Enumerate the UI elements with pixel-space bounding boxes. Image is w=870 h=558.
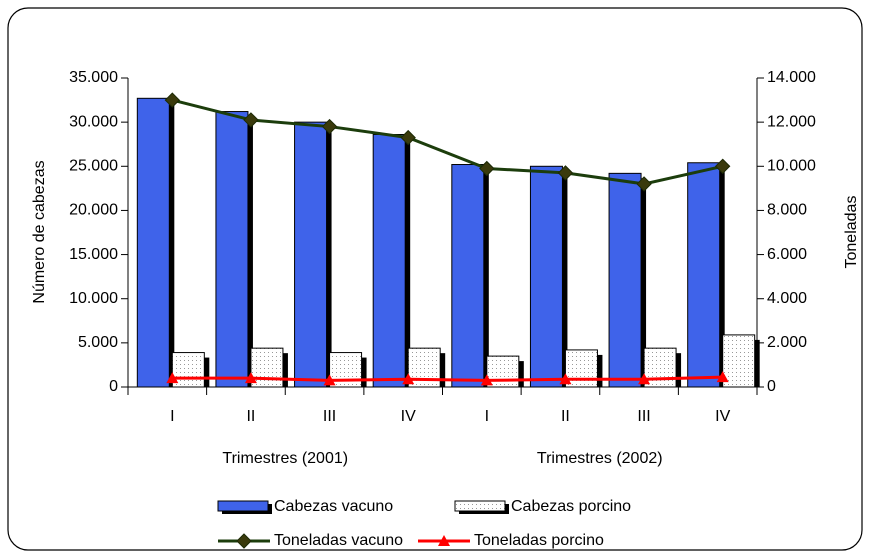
line-marker [559, 373, 572, 385]
line-marker [323, 374, 336, 386]
line-marker [479, 160, 495, 177]
x-tick-label: I [485, 408, 489, 425]
y2-tick-label: 6.000 [767, 246, 807, 263]
legend-label: Toneladas vacuno [274, 532, 403, 549]
legend-swatch [217, 500, 269, 512]
legend-swatch [454, 500, 506, 512]
chart-border [7, 7, 863, 551]
bar [215, 111, 249, 388]
line-marker [400, 129, 416, 146]
y2-tick-label: 0 [767, 378, 776, 395]
x-tick-label: II [561, 408, 570, 425]
y2-tick-label: 2.000 [767, 334, 807, 351]
bar [451, 164, 485, 388]
bar [529, 165, 563, 388]
legend-label: Toneladas porcino [474, 532, 604, 549]
bar [329, 352, 363, 388]
y2-tick-label: 4.000 [767, 290, 807, 307]
y-tick-label: 25.000 [69, 158, 118, 175]
line-marker [480, 374, 493, 386]
y-axis-title: Número de cabezas [31, 160, 48, 303]
y-tick-label: 15.000 [69, 246, 118, 263]
y2-tick-label: 12.000 [767, 113, 816, 130]
bar [608, 172, 642, 388]
x-tick-label: IV [401, 408, 416, 425]
bar [722, 334, 756, 388]
y-tick-label: 35.000 [69, 69, 118, 86]
bar [250, 347, 284, 388]
y2-axis-title: Toneladas [843, 196, 860, 269]
bar [643, 347, 677, 388]
category-group-label: Trimestres (2001) [222, 450, 348, 467]
y-tick-label: 0 [109, 378, 118, 395]
y2-tick-label: 14.000 [767, 69, 816, 86]
x-tick-label: III [323, 408, 336, 425]
x-tick-label: II [246, 408, 255, 425]
y-tick-label: 10.000 [69, 290, 118, 307]
x-tick-label: I [170, 408, 174, 425]
y2-tick-label: 10.000 [767, 158, 816, 175]
line-marker [166, 372, 179, 384]
y-tick-label: 20.000 [69, 202, 118, 219]
line-marker [714, 158, 731, 174]
line-marker [164, 92, 181, 108]
bar [136, 97, 170, 388]
y-tick-label: 5.000 [78, 334, 118, 351]
y2-tick-label: 8.000 [767, 202, 807, 219]
line [171, 98, 724, 186]
legend-label: Cabezas vacuno [274, 498, 393, 515]
line-marker [438, 535, 450, 546]
line-marker [402, 373, 415, 385]
line-marker [321, 118, 338, 135]
bar [687, 162, 721, 388]
category-group-label: Trimestres (2002) [537, 450, 663, 467]
y-tick-label: 30.000 [69, 113, 118, 130]
line-marker [638, 373, 651, 385]
line-marker [244, 372, 257, 384]
bar [407, 347, 441, 388]
bar [294, 121, 328, 388]
legend-label: Cabezas porcino [511, 498, 631, 515]
line-marker [243, 112, 259, 128]
bar [486, 355, 520, 388]
line-marker [716, 371, 729, 383]
bar [372, 134, 406, 388]
line-marker [636, 176, 652, 192]
line [172, 375, 723, 382]
x-tick-label: III [637, 408, 650, 425]
bar [564, 349, 598, 388]
bar [171, 352, 205, 388]
line-marker [557, 165, 574, 181]
line-marker [236, 533, 252, 549]
x-tick-label: IV [715, 408, 730, 425]
